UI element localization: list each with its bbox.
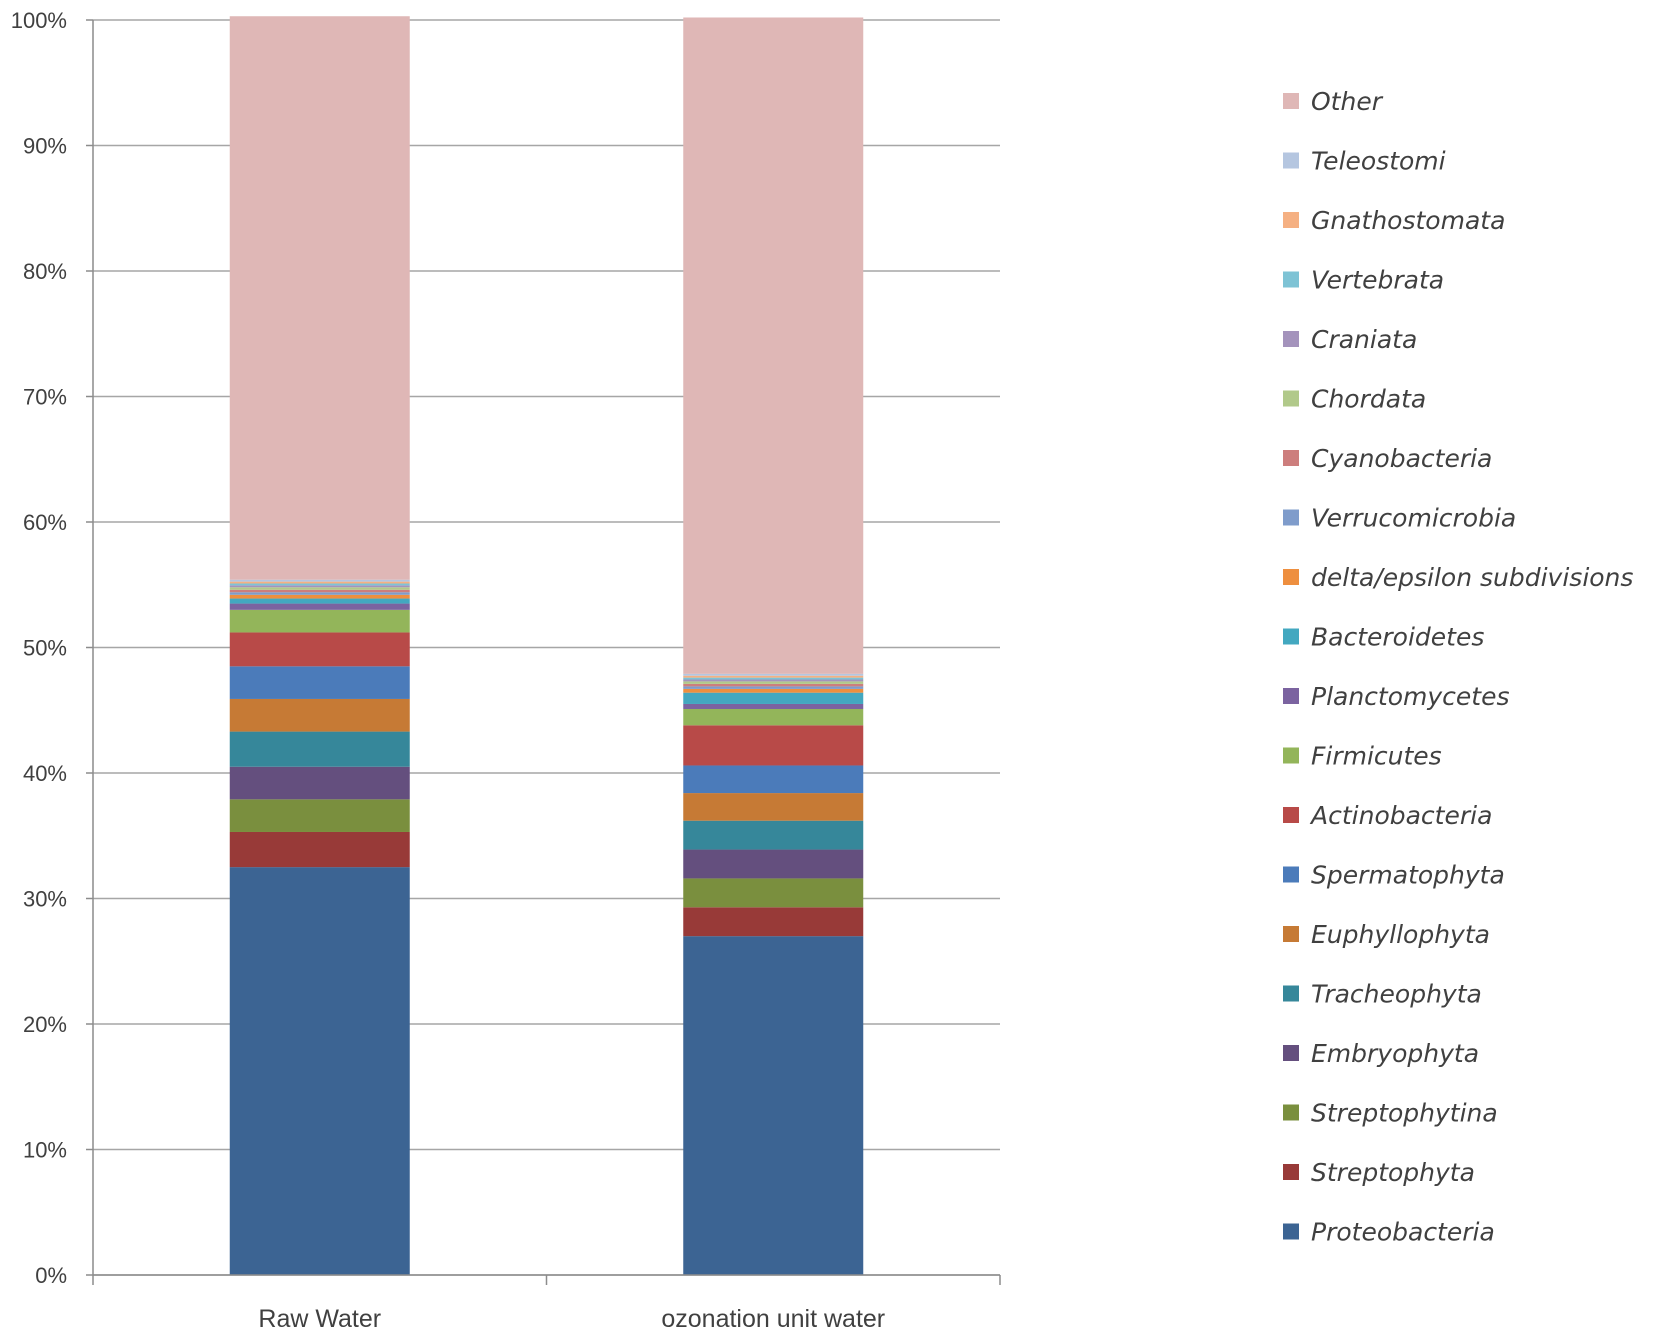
x-category-label: Raw Water (258, 1305, 381, 1333)
bar-segment-verrucomicrobia[interactable] (683, 686, 864, 689)
legend-label: Gnathostomata (1311, 206, 1505, 235)
legend-label: Actinobacteria (1309, 801, 1492, 830)
bar-segment-spermatophyta[interactable] (683, 765, 864, 794)
legend-swatch (1283, 331, 1299, 347)
legend-label: Craniata (1311, 325, 1417, 354)
bar-segment-euphyllophyta[interactable] (683, 793, 864, 821)
legend-label: Other (1311, 87, 1384, 116)
bar-segment-streptophytina[interactable] (683, 878, 864, 908)
bar-segment-planctomycetes[interactable] (229, 603, 410, 610)
y-tick-label: 80% (23, 259, 67, 284)
legend-swatch (1283, 926, 1299, 942)
legend-swatch (1283, 93, 1299, 109)
legend-label: Spermatophyta (1311, 861, 1505, 890)
bar-segment-chordata[interactable] (683, 681, 864, 684)
bar-segment-streptophytina[interactable] (229, 799, 410, 832)
legend-label: delta/epsilon subdivisions (1311, 563, 1633, 592)
y-tick-label: 40% (23, 761, 67, 786)
bar-segment-firmicutes[interactable] (683, 708, 864, 726)
legend-swatch (1283, 807, 1299, 823)
legend-swatch (1283, 1045, 1299, 1061)
legend-label: Verrucomicrobia (1311, 504, 1516, 533)
legend-swatch (1283, 1164, 1299, 1180)
legend-swatch (1283, 1223, 1299, 1240)
legend-swatch (1283, 509, 1299, 526)
legend-label: Embryophyta (1311, 1039, 1479, 1068)
legend-label: Vertebrata (1311, 266, 1444, 295)
bar-segment-euphyllophyta[interactable] (229, 698, 410, 732)
y-tick-label: 30% (23, 887, 67, 912)
legend-swatch (1283, 212, 1299, 228)
legend-swatch (1283, 271, 1299, 288)
bar-segment-proteobacteria[interactable] (683, 936, 864, 1275)
y-tick-label: 20% (23, 1012, 67, 1037)
y-tick-label: 50% (23, 636, 67, 661)
y-tick-label: 70% (23, 385, 67, 410)
bar-segment-craniata[interactable] (683, 679, 864, 682)
legend-label: Planctomycetes (1311, 682, 1510, 711)
bar-segment-actinobacteria[interactable] (683, 725, 864, 766)
legend-swatch (1283, 390, 1299, 407)
y-tick-label: 90% (23, 134, 67, 159)
legend-swatch (1283, 1104, 1299, 1121)
bar-segment-teleostomi[interactable] (683, 673, 864, 676)
bar-segment-firmicutes[interactable] (229, 609, 410, 633)
bar-segment-gnathostomata[interactable] (683, 675, 864, 678)
bar-segment-other[interactable] (229, 16, 410, 580)
bar-segment-embryophyta[interactable] (229, 766, 410, 800)
bar-segment-spermatophyta[interactable] (229, 666, 410, 699)
bar-segment-embryophyta[interactable] (683, 849, 864, 879)
bar-segment-delta-epsilon-subdivisions[interactable] (683, 688, 864, 693)
bar-segment-bacteroidetes[interactable] (683, 692, 864, 704)
legend-swatch (1283, 152, 1299, 169)
bar-segment-craniata[interactable] (229, 585, 410, 588)
legend-swatch (1283, 569, 1299, 585)
legend-swatch (1283, 450, 1299, 466)
legend-label: Firmicutes (1311, 742, 1442, 771)
bar-segment-chordata[interactable] (229, 587, 410, 590)
legend-swatch (1283, 628, 1299, 645)
legend-swatch (1283, 688, 1299, 704)
bar-segment-bacteroidetes[interactable] (229, 598, 410, 604)
bar-segment-gnathostomata[interactable] (229, 581, 410, 584)
bar-segment-tracheophyta[interactable] (683, 820, 864, 850)
legend-label: Streptophytina (1311, 1099, 1498, 1128)
y-tick-label: 100% (11, 8, 67, 33)
bar-segment-planctomycetes[interactable] (683, 703, 864, 709)
y-tick-label: 10% (23, 1138, 67, 1163)
legend-label: Streptophyta (1311, 1158, 1475, 1187)
bar-segment-cyanobacteria[interactable] (229, 589, 410, 593)
bar-segment-verrucomicrobia[interactable] (229, 592, 410, 595)
legend-label: Euphyllophyta (1311, 920, 1490, 949)
legend-swatch (1283, 985, 1299, 1002)
legend-label: Proteobacteria (1311, 1218, 1495, 1247)
bar-segment-delta-epsilon-subdivisions[interactable] (229, 594, 410, 599)
legend-label: Bacteroidetes (1311, 623, 1484, 652)
bar-segment-vertebrata[interactable] (229, 583, 410, 586)
legend-label: Chordata (1311, 385, 1426, 414)
y-tick-label: 60% (23, 510, 67, 535)
bar-segment-proteobacteria[interactable] (229, 867, 410, 1275)
bar-segment-streptophyta[interactable] (683, 907, 864, 937)
legend-swatch (1283, 747, 1299, 764)
bar-segment-streptophyta[interactable] (229, 831, 410, 868)
legend-label: Cyanobacteria (1311, 444, 1492, 473)
bar-segment-tracheophyta[interactable] (229, 731, 410, 767)
y-tick-label: 0% (35, 1263, 67, 1288)
bar-segment-actinobacteria[interactable] (229, 632, 410, 667)
legend-swatch (1283, 866, 1299, 883)
x-category-label: ozonation unit water (661, 1305, 885, 1333)
bar-segment-other[interactable] (683, 17, 864, 674)
bar-segment-cyanobacteria[interactable] (683, 683, 864, 687)
bar-segment-teleostomi[interactable] (229, 579, 410, 582)
legend-label: Tracheophyta (1311, 980, 1482, 1009)
legend-label: Teleostomi (1311, 147, 1446, 176)
bar-segment-vertebrata[interactable] (683, 677, 864, 680)
